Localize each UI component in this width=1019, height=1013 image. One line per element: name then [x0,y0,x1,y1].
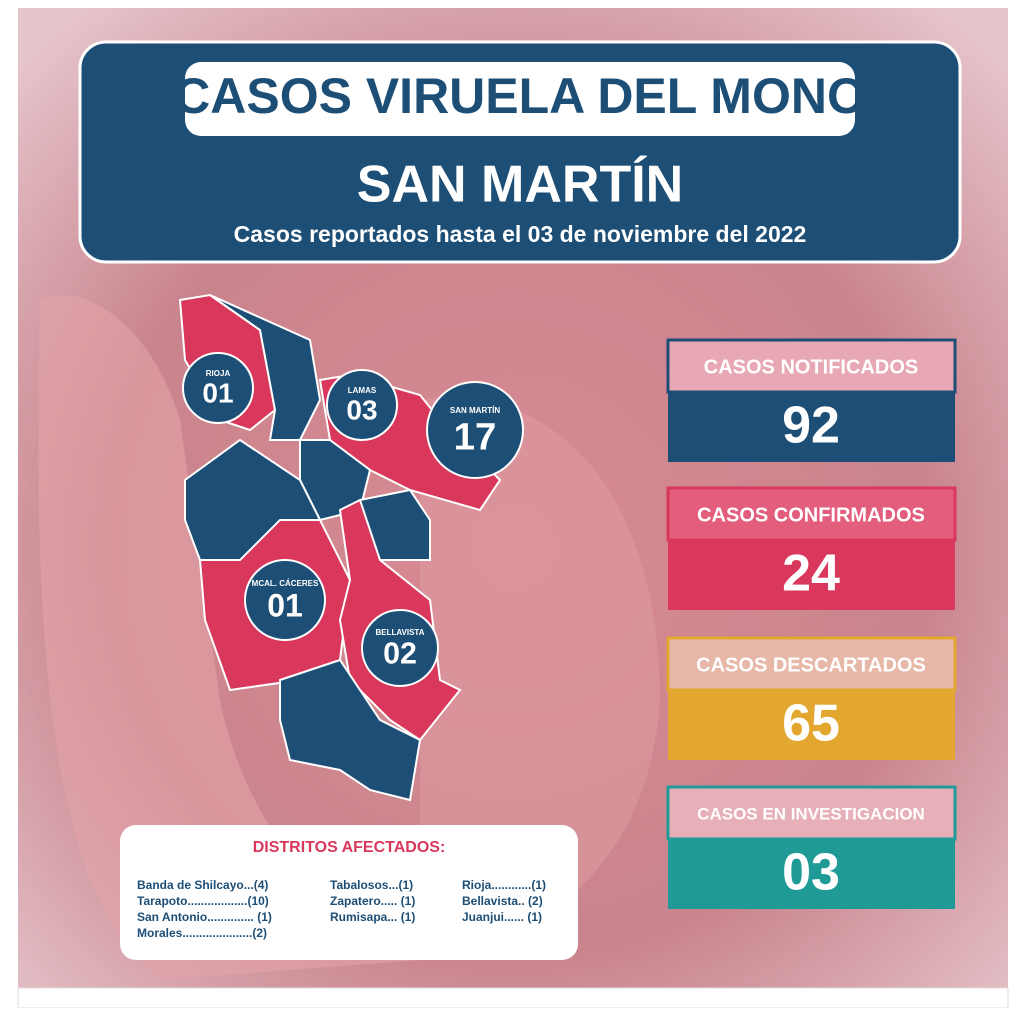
map-badge [182,352,254,424]
map-badge [361,609,439,687]
stat-label: CASOS DESCARTADOS [696,654,926,676]
districts-box [120,825,578,960]
district-entry: Rioja............(1) [462,878,546,892]
stat-label-bg [666,785,957,841]
map-badge-count: 01 [267,587,303,623]
stat-label-bg [666,338,957,394]
hand-shape [38,295,420,980]
stat-value: 24 [782,545,840,603]
district-entry: Tarapoto..................(10) [137,894,269,908]
district-entry: Tabalosos...(1) [330,878,413,892]
district-entry: Zapatero..... (1) [330,894,415,908]
stat-value: 65 [782,695,840,753]
footer-strip [17,987,1009,1009]
districts-title: DISTRITOS AFECTADOS: [253,839,446,856]
district-entry: Banda de Shilcayo...(4) [137,878,268,892]
title: CASOS VIRUELA DEL MONO [174,68,866,124]
stat-value-bg [668,839,955,909]
map-badge [244,559,326,641]
map-badge-name: MCAL. CÁCERES [252,579,319,588]
map-badge-count: 02 [383,637,417,671]
hand-shape [420,397,660,961]
map-badge-name: RIOJA [206,369,231,378]
title-pill [185,62,855,136]
district-entry: Bellavista.. (2) [462,894,543,908]
map-badge-name: SAN MARTÍN [450,406,500,415]
subtitle: Casos reportados hasta el 03 de noviembr… [234,221,807,247]
stat-label: CASOS NOTIFICADOS [704,356,918,378]
district-entry: Juanjui...... (1) [462,910,542,924]
district-entry: Morales.....................(2) [137,926,267,940]
map-badge-count: 03 [346,394,377,425]
stat-value: 92 [782,397,840,455]
map-badge [426,381,524,479]
map-region [279,658,422,802]
stat-label: CASOS EN INVESTIGACION [697,804,925,823]
stat-value-bg [668,690,955,760]
stat-value-bg [668,540,955,610]
map-badge-count: 01 [202,377,233,408]
map-badge-count: 17 [454,416,497,459]
stat-label: CASOS CONFIRMADOS [697,504,925,526]
stat-label-bg [666,636,957,692]
map-badge [326,369,398,441]
region: SAN MARTÍN [357,156,683,214]
stat-value: 03 [782,844,840,902]
stat-value-bg [668,392,955,462]
map-badge-name: LAMAS [348,386,377,395]
map-badge-name: BELLAVISTA [375,628,424,637]
map-region [209,294,322,441]
district-entry: Rumisapa... (1) [330,910,415,924]
district-entry: San Antonio.............. (1) [137,910,272,924]
